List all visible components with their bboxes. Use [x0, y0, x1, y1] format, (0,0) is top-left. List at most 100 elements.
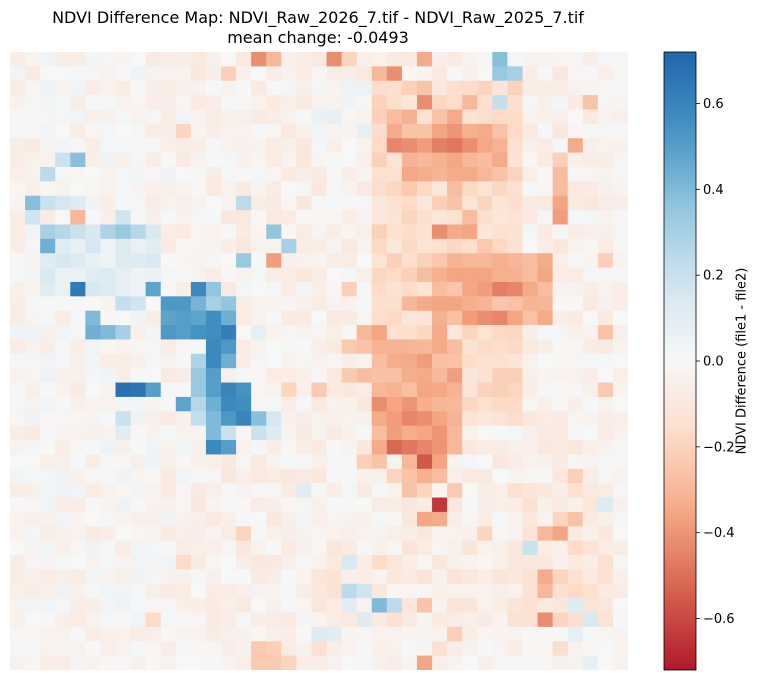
heatmap-cell: [432, 339, 448, 355]
heatmap-cell: [326, 598, 343, 614]
heatmap-cell: [386, 296, 403, 312]
heatmap-cell: [582, 468, 599, 484]
heatmap-cell: [432, 238, 448, 254]
heatmap-cell: [251, 353, 267, 369]
heatmap-cell: [522, 497, 539, 513]
heatmap-cell: [597, 583, 614, 599]
heatmap-cell: [100, 569, 117, 585]
heatmap-cell: [236, 95, 252, 111]
heatmap-cell: [462, 425, 478, 441]
heatmap-cell: [296, 555, 313, 570]
heatmap-cell: [477, 555, 493, 570]
heatmap-cell: [55, 411, 71, 427]
heatmap-cell: [341, 425, 358, 441]
heatmap-cell: [567, 310, 584, 326]
heatmap-cell: [251, 440, 267, 456]
heatmap-cell: [597, 382, 614, 398]
heatmap-cell: [401, 440, 418, 456]
heatmap-cell: [115, 655, 132, 670]
heatmap-cell: [537, 325, 554, 341]
heatmap-cell: [356, 411, 373, 427]
heatmap-cell: [160, 66, 177, 82]
heatmap-cell: [552, 454, 569, 470]
colorbar-tick-label: 0.6: [703, 97, 724, 112]
heatmap-cell: [205, 368, 222, 384]
heatmap-cell: [251, 95, 267, 111]
heatmap-cell: [311, 425, 328, 441]
heatmap-cell: [10, 468, 26, 484]
heatmap-cell: [356, 238, 373, 254]
heatmap-cell: [205, 210, 222, 226]
heatmap-cell: [537, 224, 554, 240]
heatmap-cell: [85, 598, 102, 614]
heatmap-cell: [145, 583, 162, 599]
heatmap-cell: [236, 454, 252, 470]
heatmap-cell: [175, 353, 192, 369]
heatmap-cell: [311, 109, 328, 125]
heatmap-cell: [401, 80, 418, 96]
heatmap-cell: [432, 511, 448, 527]
heatmap-cell: [477, 310, 493, 326]
heatmap-cell: [175, 181, 192, 197]
heatmap-cell: [115, 80, 132, 96]
heatmap-cell: [160, 253, 177, 269]
heatmap-cell: [205, 555, 222, 570]
heatmap-cell: [432, 281, 448, 297]
heatmap-cell: [190, 95, 207, 111]
heatmap-cell: [582, 612, 599, 628]
heatmap-cell: [582, 138, 599, 154]
heatmap-cell: [115, 181, 132, 197]
heatmap-cell: [582, 80, 599, 96]
heatmap-cell: [386, 339, 403, 355]
heatmap-cell: [492, 569, 509, 585]
heatmap-cell: [522, 224, 539, 240]
heatmap-cell: [40, 52, 56, 67]
heatmap-cell: [205, 339, 222, 355]
heatmap-cell: [447, 526, 463, 542]
heatmap-cell: [432, 152, 448, 168]
heatmap-cell: [311, 325, 328, 341]
heatmap-cell: [552, 483, 569, 499]
heatmap-cell: [326, 555, 343, 570]
heatmap-cell: [236, 511, 252, 527]
heatmap-cell: [311, 195, 328, 211]
heatmap-cell: [537, 396, 554, 412]
heatmap-cell: [386, 483, 403, 499]
heatmap-cell: [401, 655, 418, 670]
heatmap-cell: [221, 483, 237, 499]
heatmap-cell: [341, 296, 358, 312]
heatmap-cell: [477, 95, 493, 111]
heatmap-cell: [281, 655, 297, 670]
heatmap-cell: [70, 80, 86, 96]
heatmap-cell: [175, 641, 192, 657]
heatmap-cell: [371, 612, 388, 628]
heatmap-cell: [205, 396, 222, 412]
heatmap-cell: [492, 52, 509, 67]
heatmap-cell: [447, 382, 463, 398]
heatmap-cell: [10, 555, 26, 570]
heatmap-cell: [115, 296, 132, 312]
heatmap-cell: [326, 382, 343, 398]
heatmap-cell: [266, 339, 282, 355]
heatmap-cell: [296, 454, 313, 470]
heatmap-cell: [552, 555, 569, 570]
heatmap-cell: [432, 267, 448, 283]
heatmap-cell: [432, 526, 448, 542]
heatmap-cell: [281, 52, 297, 67]
heatmap-cell: [416, 425, 433, 441]
heatmap-cell: [205, 95, 222, 111]
heatmap-cell: [522, 569, 539, 585]
heatmap-cell: [567, 281, 584, 297]
heatmap-cell: [447, 95, 463, 111]
heatmap-cell: [236, 425, 252, 441]
heatmap-cell: [341, 641, 358, 657]
heatmap-cell: [356, 166, 373, 182]
heatmap-cell: [100, 296, 117, 312]
heatmap-cell: [612, 325, 628, 341]
heatmap-cell: [130, 569, 147, 585]
heatmap-cell: [356, 224, 373, 240]
heatmap-cell: [190, 353, 207, 369]
heatmap-cell: [612, 80, 628, 96]
heatmap-cell: [341, 440, 358, 456]
heatmap-cell: [477, 152, 493, 168]
